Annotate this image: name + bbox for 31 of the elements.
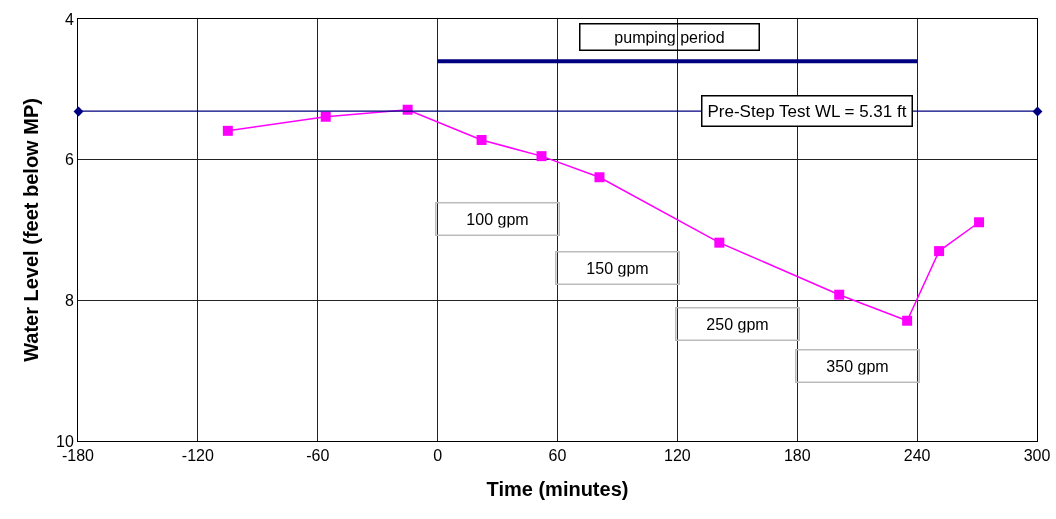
annotation: 350 gpm [826, 357, 889, 375]
x-tick-label: 180 [783, 447, 811, 465]
point [476, 134, 487, 145]
point [222, 125, 233, 136]
annotation: 100 gpm [466, 210, 529, 228]
y-tick-label: 6 [64, 151, 74, 169]
point [320, 111, 331, 122]
x-tick-label: 240 [903, 447, 931, 465]
x-axis-title: Time (minutes) [486, 477, 629, 500]
x-tick-label: 120 [664, 447, 691, 465]
x-tick-label: 300 [1023, 447, 1051, 465]
annotation: 250 gpm [706, 315, 769, 333]
point [902, 315, 913, 326]
point [974, 217, 985, 228]
x-tick-label: -120 [181, 447, 214, 465]
y-tick-label: 10 [56, 432, 74, 450]
point [714, 237, 725, 248]
point [834, 289, 845, 300]
x-tick-label: -60 [306, 447, 330, 465]
x-tick-label: 0 [433, 447, 443, 465]
point [536, 151, 547, 162]
ref-line-label: Pre-Step Test WL = 5.31 ft [707, 101, 907, 121]
point [594, 172, 605, 183]
y-tick-label: 4 [64, 10, 74, 28]
y-axis-title: Water Level (feet below MP) [19, 98, 42, 362]
x-tick-label: -180 [61, 447, 95, 465]
annotation: pumping period [614, 28, 725, 46]
x-tick-label: 60 [548, 447, 567, 465]
y-tick-label: 8 [64, 291, 74, 309]
point [934, 246, 945, 257]
annotation: 150 gpm [586, 259, 649, 277]
